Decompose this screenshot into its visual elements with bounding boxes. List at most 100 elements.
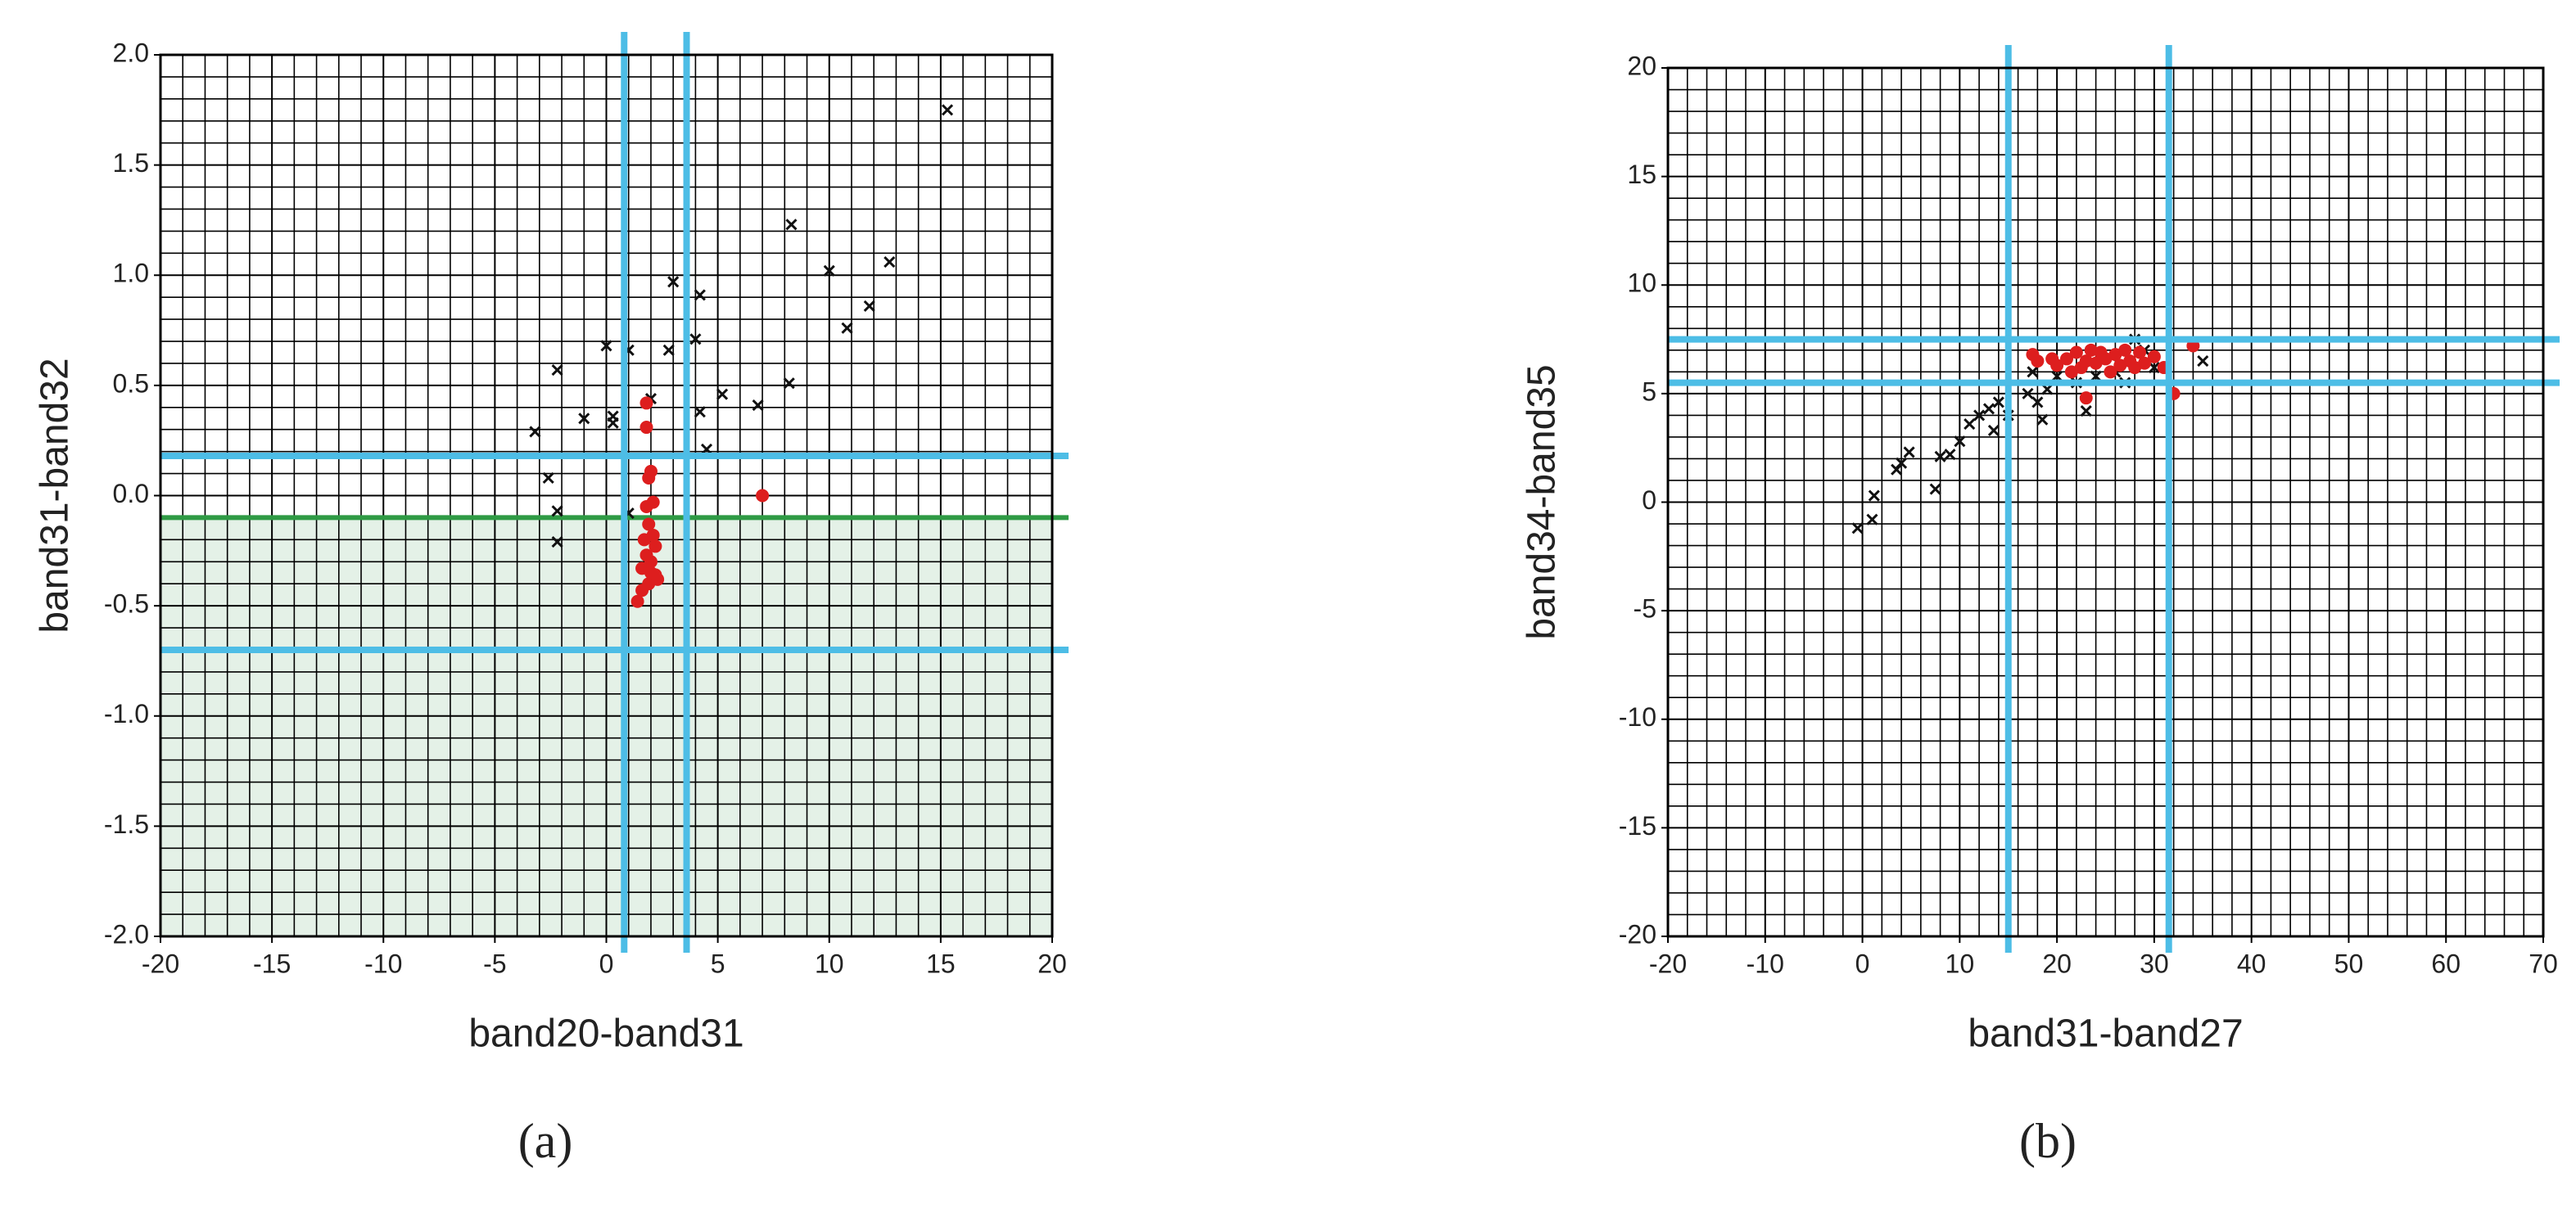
y-axis-label: band34-band35 bbox=[1521, 364, 1564, 639]
x-marker bbox=[2022, 387, 2034, 399]
y-tick-label: -15 bbox=[1619, 811, 1656, 841]
x-tick-label: -20 bbox=[1649, 949, 1687, 978]
x-tick-label: 20 bbox=[1037, 949, 1067, 978]
y-axis-label: band31-band32 bbox=[34, 358, 77, 633]
dot-marker bbox=[639, 396, 653, 410]
dot-marker bbox=[649, 539, 662, 553]
panel-label: (a) bbox=[518, 1114, 573, 1168]
y-tick-label: 15 bbox=[1627, 160, 1656, 189]
y-tick-label: 0 bbox=[1642, 485, 1656, 515]
x-marker bbox=[1964, 417, 1976, 431]
y-tick-label: -2.0 bbox=[104, 919, 149, 949]
x-tick-label: 0 bbox=[599, 949, 614, 978]
x-tick-label: 40 bbox=[2237, 949, 2266, 978]
x-tick-label: 15 bbox=[926, 949, 956, 978]
x-marker bbox=[542, 471, 554, 485]
x-tick-label: 50 bbox=[2334, 949, 2364, 978]
y-tick-label: 1.0 bbox=[113, 259, 149, 288]
x-marker bbox=[841, 322, 853, 334]
x-marker bbox=[2197, 355, 2209, 368]
x-marker bbox=[863, 300, 875, 313]
dot-marker bbox=[637, 533, 651, 547]
dot-marker bbox=[630, 594, 644, 608]
dot-marker bbox=[2069, 345, 2083, 359]
panel-label: (b) bbox=[2019, 1114, 2077, 1168]
x-tick-label: -15 bbox=[253, 949, 291, 978]
x-marker bbox=[1868, 489, 1880, 502]
x-tick-label: 10 bbox=[815, 949, 844, 978]
dot-marker bbox=[756, 489, 770, 503]
x-tick-label: 70 bbox=[2529, 949, 2558, 978]
x-tick-label: 30 bbox=[2140, 949, 2169, 978]
dot-marker bbox=[2138, 356, 2152, 370]
dot-marker bbox=[2059, 352, 2073, 366]
dot-marker bbox=[2133, 345, 2147, 359]
x-tick-label: 10 bbox=[1946, 949, 1975, 978]
y-tick-label: 0.5 bbox=[113, 368, 149, 398]
y-tick-label: -1.0 bbox=[104, 699, 149, 728]
x-axis-label: band20-band31 bbox=[468, 1012, 743, 1056]
x-marker bbox=[1896, 457, 1908, 469]
x-tick-label: 20 bbox=[2042, 949, 2072, 978]
x-marker bbox=[578, 413, 590, 425]
scatter-panel: -20 -15 -10 -5 0 5 10 15 20 -2.0 -1.5 -1.0 -0.5 0.0 0.… bbox=[34, 32, 1069, 1168]
x-marker bbox=[2036, 413, 2049, 426]
x-marker bbox=[1934, 450, 1946, 462]
x-marker bbox=[2080, 405, 2092, 417]
x-marker bbox=[607, 417, 619, 429]
x-marker bbox=[551, 363, 563, 377]
y-tick-label: -5 bbox=[1634, 594, 1656, 624]
x-marker bbox=[662, 344, 675, 356]
dot-marker bbox=[644, 555, 658, 569]
dot-marker bbox=[644, 566, 658, 579]
y-tick-label: -0.5 bbox=[104, 589, 149, 619]
plot-frame bbox=[159, 53, 1054, 938]
dot-marker bbox=[2079, 391, 2093, 405]
x-marker bbox=[941, 104, 954, 116]
dot-marker bbox=[2118, 343, 2132, 357]
x-marker bbox=[1954, 435, 1966, 448]
x-marker bbox=[1944, 449, 1956, 461]
y-tick-label: 0.0 bbox=[113, 479, 149, 508]
dot-marker bbox=[639, 421, 653, 435]
x-marker bbox=[1929, 483, 1941, 495]
x-marker bbox=[551, 535, 563, 548]
x-tick-label: -10 bbox=[364, 949, 402, 978]
y-tick-label: 20 bbox=[1627, 51, 1656, 80]
x-marker bbox=[716, 388, 729, 400]
x-marker bbox=[700, 443, 713, 456]
x-marker bbox=[1851, 522, 1864, 534]
x-axis-label: band31-band27 bbox=[1968, 1012, 2243, 1056]
x-marker bbox=[823, 264, 835, 277]
x-tick-label: -5 bbox=[483, 949, 506, 978]
x-marker bbox=[667, 276, 680, 288]
x-tick-label: 5 bbox=[711, 949, 725, 978]
x-tick-label: 0 bbox=[1855, 949, 1870, 978]
x-marker bbox=[529, 426, 541, 438]
x-marker bbox=[2027, 366, 2039, 378]
y-tick-label: 1.5 bbox=[113, 148, 149, 178]
y-tick-label: -20 bbox=[1619, 919, 1656, 949]
x-marker bbox=[551, 505, 563, 517]
dot-marker bbox=[2064, 365, 2078, 379]
dot-marker bbox=[2045, 352, 2059, 366]
x-marker bbox=[694, 289, 706, 301]
dot-marker bbox=[2147, 349, 2161, 363]
x-tick-label: 60 bbox=[2431, 949, 2461, 978]
y-tick-label: 5 bbox=[1642, 377, 1656, 406]
y-tick-label: -1.5 bbox=[104, 809, 149, 839]
x-marker bbox=[1866, 513, 1878, 525]
x-marker bbox=[600, 340, 612, 352]
dot-marker bbox=[639, 499, 653, 513]
y-tick-label: 2.0 bbox=[113, 38, 149, 67]
x-marker bbox=[2031, 396, 2044, 408]
x-tick-label: -10 bbox=[1747, 949, 1784, 978]
dot-marker bbox=[2104, 365, 2117, 379]
x-marker bbox=[1973, 409, 1986, 422]
dot-marker bbox=[635, 584, 649, 597]
x-marker bbox=[783, 377, 795, 390]
x-marker bbox=[785, 219, 798, 231]
x-marker bbox=[1903, 446, 1915, 458]
x-marker bbox=[1992, 396, 2004, 408]
